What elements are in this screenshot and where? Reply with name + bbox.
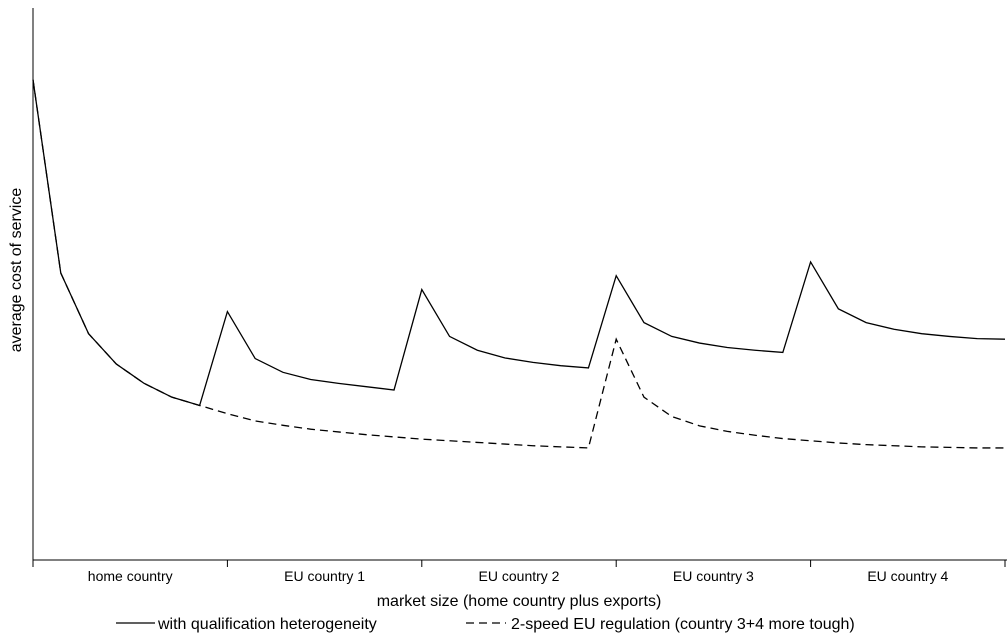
series-line-2: [32, 79, 1005, 449]
x-tick-label: EU country 3: [673, 568, 754, 584]
legend: with qualification heterogeneity 2-speed…: [116, 616, 855, 633]
x-axis-tick-labels: home country EU country 1 EU country 2 EU c…: [88, 568, 949, 584]
y-axis-label: average cost of service: [8, 188, 25, 353]
legend-label-series-2: 2-speed EU regulation (country 3+4 more …: [511, 616, 855, 633]
x-axis-label: market size (home country plus exports): [377, 593, 662, 610]
legend-label-series-1: with qualification heterogeneity: [157, 616, 377, 633]
x-tick-label: EU country 2: [479, 568, 560, 584]
x-tick-label: EU country 1: [284, 568, 365, 584]
x-tick-label: home country: [88, 568, 173, 584]
series-line-1: [32, 79, 1006, 407]
series-layer: [32, 79, 1006, 449]
x-tick-label: EU country 4: [867, 568, 948, 584]
x-axis-ticks: [32, 560, 1006, 567]
